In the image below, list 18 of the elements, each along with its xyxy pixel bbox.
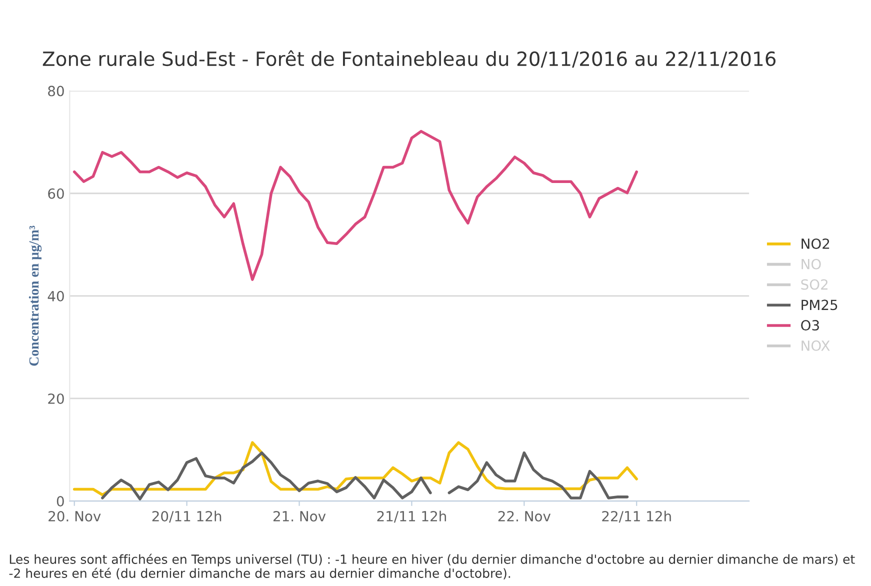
y-tick-label: 80 xyxy=(48,86,64,96)
x-tick-label: 22. Nov xyxy=(498,510,551,522)
legend-label: O3 xyxy=(801,320,819,331)
legend-label: NO2 xyxy=(802,238,830,249)
x-tick-label: 20/11 12h xyxy=(152,510,222,523)
y-tick-label: 40 xyxy=(48,290,64,302)
x-tick-label: 21/11 12h xyxy=(377,510,446,523)
legend-label: PM25 xyxy=(802,300,838,310)
x-tick-label: 20. Nov xyxy=(48,510,101,522)
chart-title: Zone rurale Sud-Est - Forêt de Fontainebleau du 20/11/2016 au 22/11/2016 xyxy=(42,50,776,68)
y-tick-label: 60 xyxy=(48,188,64,199)
y-tick-label: 20 xyxy=(48,393,64,404)
x-tick-label: 22/11 12h xyxy=(602,510,671,523)
y-tick-label: 0 xyxy=(56,496,64,507)
line-series xyxy=(72,130,638,281)
text: Les heures sont affichées en Temps universel (TU) : -1 heure en hiver (du dernier dimanche d'octobre au dernier dimanche de mars) et -2 heures en été (du dernier dimanche de mars au dernier dimanche d'octobre). xyxy=(9,554,855,580)
y-axis-title: Concentration en µg/m³ xyxy=(28,226,42,366)
x-tick-label: 21. Nov xyxy=(273,510,326,522)
